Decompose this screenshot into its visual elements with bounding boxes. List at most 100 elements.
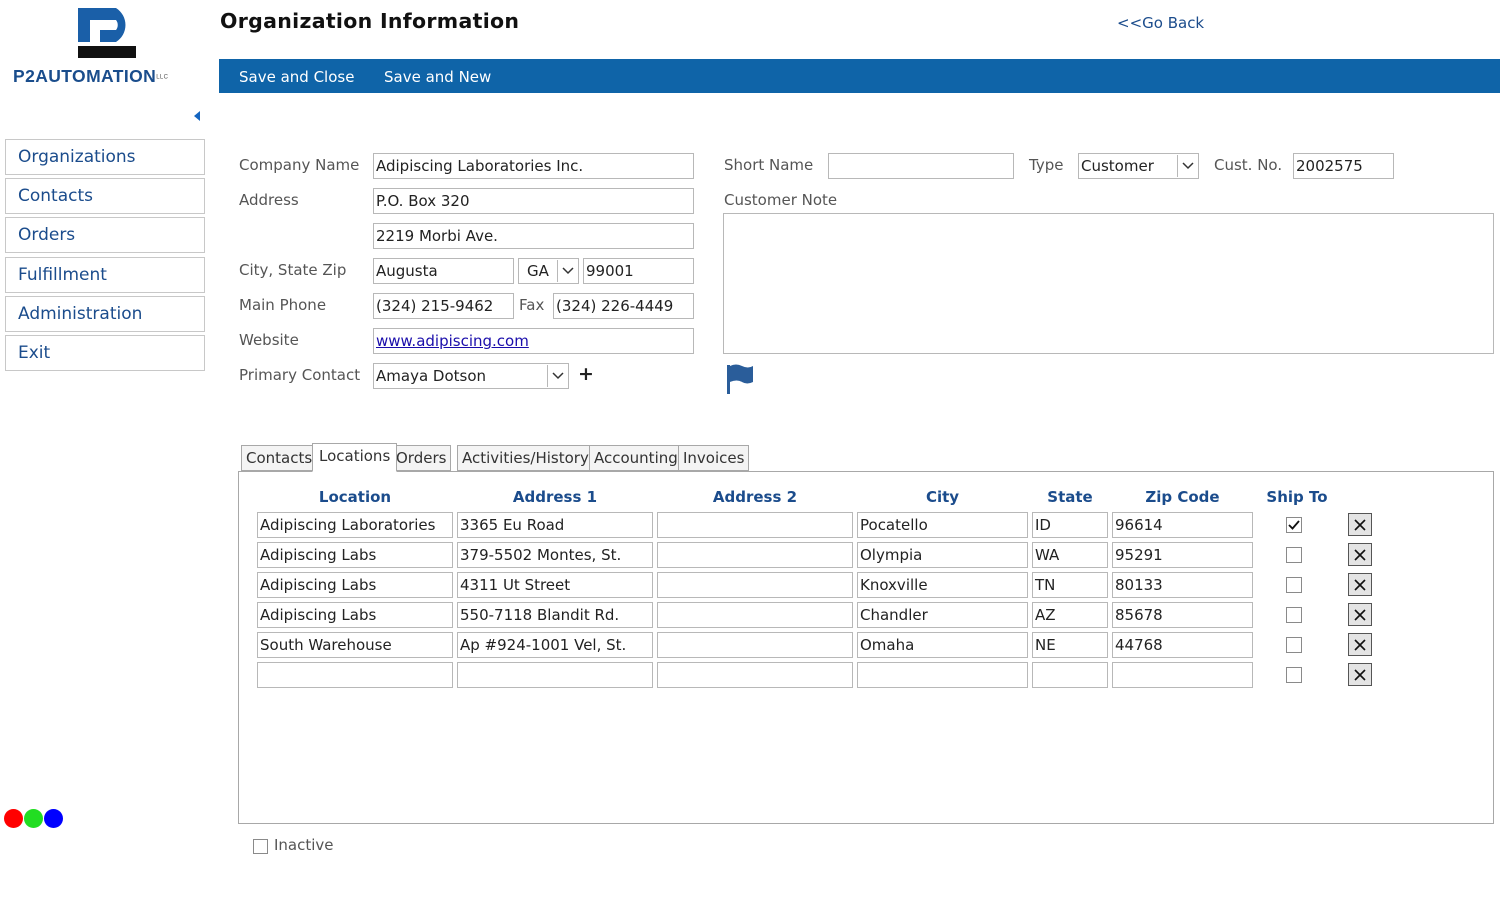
column-header-location: Location [318,488,392,506]
ship-to-checkbox[interactable] [1286,607,1302,623]
city-cell[interactable] [857,662,1028,688]
close-icon [1354,638,1366,651]
address2-cell[interactable] [657,602,853,628]
p2-logo-icon [78,8,136,58]
status-dot-red [4,809,23,828]
column-header-city: City [925,488,960,506]
flag-icon[interactable] [726,363,754,394]
address1-cell[interactable]: Ap #924-1001 Vel, St. [457,632,653,658]
city-cell[interactable]: Omaha [857,632,1028,658]
chevron-down-icon [547,365,567,387]
save-and-new-button[interactable]: Save and New [384,68,492,86]
delete-row-button[interactable] [1348,543,1372,566]
ship-to-checkbox[interactable] [1286,577,1302,593]
city-cell[interactable]: Pocatello [857,512,1028,538]
address1-cell[interactable]: 379-5502 Montes, St. [457,542,653,568]
main-phone-field[interactable] [373,293,514,319]
location-cell[interactable] [257,662,453,688]
tab-accounting[interactable]: Accounting [589,445,683,471]
company-name-field[interactable] [373,153,694,179]
address-line2-field[interactable] [373,223,694,249]
sidebar-item-exit[interactable]: Exit [5,335,205,371]
fax-field[interactable] [553,293,694,319]
zip-code-cell[interactable]: 80133 [1112,572,1253,598]
ship-to-checkbox[interactable] [1286,667,1302,683]
state-cell[interactable]: TN [1032,572,1108,598]
address1-cell[interactable]: 550-7118 Blandit Rd. [457,602,653,628]
zip-code-cell[interactable]: 44768 [1112,632,1253,658]
sidebar-item-organizations[interactable]: Organizations [5,139,205,175]
state-select[interactable]: GA [518,258,579,284]
checkmark-icon [1288,520,1300,530]
short-name-label: Short Name [724,156,814,174]
tab-locations[interactable]: Locations [312,443,398,472]
state-cell[interactable]: AZ [1032,602,1108,628]
zip-code-cell[interactable]: 95291 [1112,542,1253,568]
tab-orders[interactable]: Orders [391,445,452,471]
address2-cell[interactable] [657,542,853,568]
delete-row-button[interactable] [1348,513,1372,536]
go-back-link[interactable]: <<Go Back [1117,14,1205,32]
sidebar-item-fulfillment[interactable]: Fulfillment [5,257,205,293]
inactive-label: Inactive [274,836,334,854]
delete-row-button[interactable] [1348,633,1372,656]
zip-code-cell[interactable] [1112,662,1253,688]
website-link[interactable]: www.adipiscing.com [373,328,694,354]
location-cell[interactable]: Adipiscing Labs [257,602,453,628]
address1-cell[interactable]: 4311 Ut Street [457,572,653,598]
column-header-ship-to: Ship To [1266,488,1328,506]
address2-cell[interactable] [657,662,853,688]
delete-row-button[interactable] [1348,573,1372,596]
fax-label: Fax [519,296,545,314]
address1-cell[interactable]: 3365 Eu Road [457,512,653,538]
collapse-sidebar-icon[interactable] [194,111,200,121]
plus-icon[interactable]: + [578,363,594,385]
state-cell[interactable]: ID [1032,512,1108,538]
column-header-address1: Address 1 [512,488,598,506]
close-icon [1354,668,1366,681]
cust-no-field[interactable] [1293,153,1394,179]
address1-cell[interactable] [457,662,653,688]
zip-code-cell[interactable]: 85678 [1112,602,1253,628]
primary-contact-select[interactable]: Amaya Dotson [373,363,569,389]
customer-note-textarea[interactable] [723,213,1494,354]
state-cell[interactable]: WA [1032,542,1108,568]
sidebar-item-orders[interactable]: Orders [5,217,205,253]
city-cell[interactable]: Knoxville [857,572,1028,598]
delete-row-button[interactable] [1348,663,1372,686]
cust-no-label: Cust. No. [1214,156,1283,174]
type-select-value: Customer [1081,157,1154,175]
location-cell[interactable]: Adipiscing Labs [257,572,453,598]
location-cell[interactable]: South Warehouse [257,632,453,658]
tab-contacts[interactable]: Contacts [241,445,318,471]
city-field[interactable] [373,258,514,284]
sidebar-item-contacts[interactable]: Contacts [5,178,205,214]
location-cell[interactable]: Adipiscing Laboratories [257,512,453,538]
zip-code-cell[interactable]: 96614 [1112,512,1253,538]
city-cell[interactable]: Chandler [857,602,1028,628]
save-and-close-button[interactable]: Save and Close [239,68,355,86]
sidebar-item-administration[interactable]: Administration [5,296,205,332]
zip-field[interactable] [583,258,694,284]
type-select[interactable]: Customer [1078,153,1199,179]
close-icon [1354,518,1366,531]
address2-cell[interactable] [657,572,853,598]
website-label: Website [239,331,299,349]
tab-invoices[interactable]: Invoices [678,445,750,471]
status-dot-blue [44,809,63,828]
short-name-field[interactable] [828,153,1014,179]
state-cell[interactable]: NE [1032,632,1108,658]
inactive-checkbox[interactable] [253,839,268,854]
ship-to-checkbox[interactable] [1286,547,1302,563]
address2-cell[interactable] [657,632,853,658]
address-line1-field[interactable] [373,188,694,214]
tab-activities-history[interactable]: Activities/History [457,445,594,471]
city-cell[interactable]: Olympia [857,542,1028,568]
ship-to-checkbox[interactable] [1286,637,1302,653]
state-cell[interactable] [1032,662,1108,688]
ship-to-checkbox[interactable] [1286,517,1302,533]
location-cell[interactable]: Adipiscing Labs [257,542,453,568]
main-phone-label: Main Phone [239,296,327,314]
address2-cell[interactable] [657,512,853,538]
delete-row-button[interactable] [1348,603,1372,626]
